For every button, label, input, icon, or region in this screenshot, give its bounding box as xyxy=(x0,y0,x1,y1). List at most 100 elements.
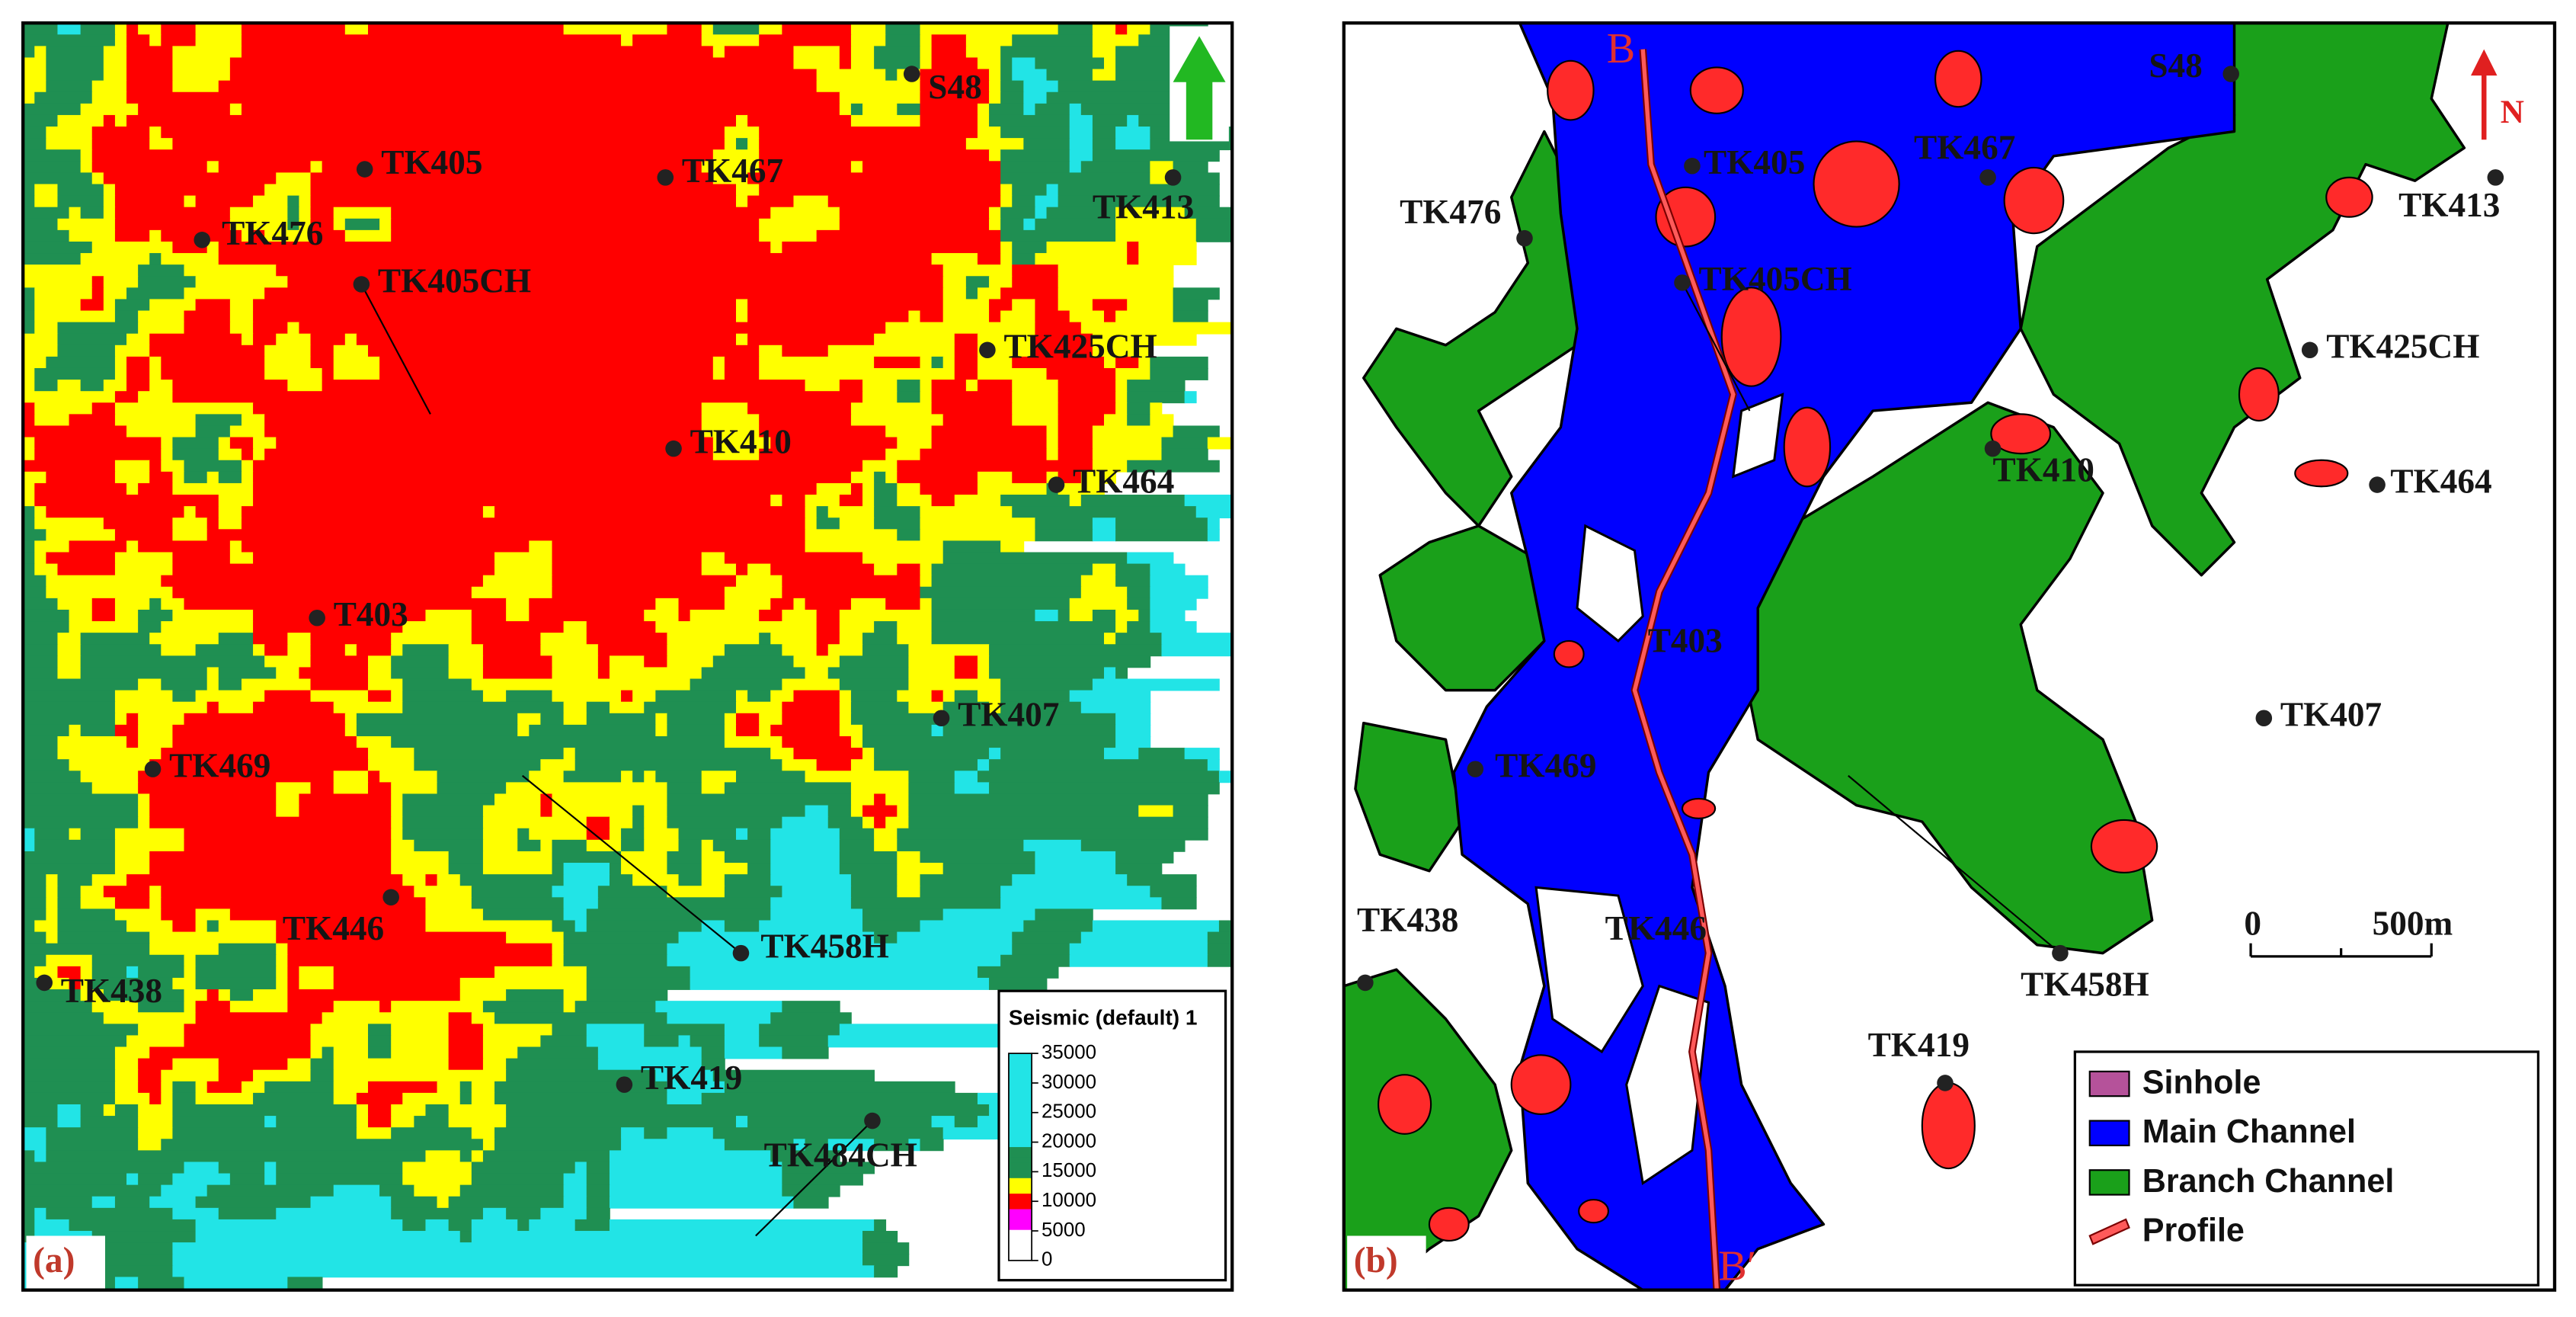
seismic-cell xyxy=(172,1104,357,1117)
seismic-cell xyxy=(989,759,1208,772)
seismic-cell xyxy=(161,367,266,380)
seismic-cell xyxy=(1115,46,1174,59)
branch-channel xyxy=(2019,21,2466,577)
seismic-cell xyxy=(1115,356,1140,369)
seismic-cell xyxy=(23,253,82,266)
seismic-cell xyxy=(425,609,472,622)
seismic-cell xyxy=(310,1196,392,1209)
seismic-cell xyxy=(1058,425,1093,438)
seismic-cell xyxy=(414,1184,461,1197)
seismic-cell xyxy=(23,897,47,910)
seismic-cell xyxy=(586,828,610,841)
seismic-cell xyxy=(172,448,219,461)
seismic-cell xyxy=(609,701,645,714)
seismic-cell xyxy=(34,448,162,461)
seismic-cell xyxy=(1035,529,1093,542)
well-label: TK419 xyxy=(641,1059,742,1097)
seismic-cell xyxy=(517,828,530,841)
well-dot xyxy=(1048,476,1065,493)
seismic-cell xyxy=(299,195,312,208)
seismic-cell xyxy=(644,1024,725,1037)
seismic-cell xyxy=(299,322,887,335)
seismic-cell xyxy=(1092,127,1116,139)
seismic-cell xyxy=(57,886,82,899)
seismic-cell xyxy=(206,471,219,484)
seismic-cell xyxy=(241,103,840,116)
seismic-cell xyxy=(667,23,702,36)
seismic-cell xyxy=(908,805,1140,818)
seismic-cell xyxy=(805,380,840,393)
seismic-cell xyxy=(299,805,392,818)
colorbar-segment xyxy=(1008,1152,1032,1158)
seismic-cell xyxy=(391,816,404,829)
seismic-cell xyxy=(690,966,978,979)
seismic-cell xyxy=(736,114,748,127)
seismic-cell xyxy=(264,184,312,197)
seismic-cell xyxy=(563,621,587,634)
seismic-cell xyxy=(218,678,242,691)
seismic-cell xyxy=(91,954,185,967)
seismic-cell xyxy=(34,563,59,576)
seismic-cell xyxy=(276,966,289,979)
seismic-cell xyxy=(1161,897,1197,910)
seismic-cell xyxy=(1012,414,1059,427)
seismic-cell xyxy=(793,57,840,70)
seismic-cell xyxy=(1000,886,1151,899)
seismic-cell xyxy=(621,690,634,703)
seismic-cell xyxy=(667,805,806,818)
seismic-cell xyxy=(172,57,231,70)
seismic-cell xyxy=(989,149,1002,162)
seismic-cell xyxy=(471,1231,863,1243)
seismic-cell xyxy=(1035,218,1116,231)
seismic-cell xyxy=(414,748,565,761)
seismic-cell xyxy=(80,1116,139,1129)
seismic-cell xyxy=(1000,46,1093,59)
seismic-cell xyxy=(1127,414,1151,427)
seismic-cell xyxy=(667,816,783,829)
seismic-cell xyxy=(91,138,151,151)
seismic-cell xyxy=(229,989,254,1002)
seismic-cell xyxy=(942,863,1036,875)
seismic-cell xyxy=(241,1081,266,1094)
seismic-cell xyxy=(724,920,760,933)
seismic-cell xyxy=(23,127,47,139)
seismic-cell xyxy=(529,828,587,841)
seismic-cell xyxy=(184,989,208,1002)
seismic-cell xyxy=(391,1196,438,1209)
seismic-cell xyxy=(805,805,829,818)
seismic-cell xyxy=(989,114,1070,127)
seismic-cell xyxy=(552,540,806,553)
seismic-cell xyxy=(1150,367,1208,380)
seismic-cell xyxy=(1092,529,1116,542)
seismic-cell xyxy=(770,598,795,610)
colorbar-segment xyxy=(1008,1239,1032,1246)
seismic-cell xyxy=(149,943,219,956)
seismic-cell xyxy=(931,402,1013,415)
seismic-cell xyxy=(586,989,668,1002)
seismic-cell xyxy=(172,977,197,990)
seismic-cell xyxy=(80,149,93,162)
seismic-cell xyxy=(218,633,254,646)
seismic-cell xyxy=(1012,195,1036,208)
seismic-cell xyxy=(609,1219,875,1232)
seismic-cell xyxy=(1058,23,1093,36)
seismic-cell xyxy=(402,805,484,818)
seismic-cell xyxy=(759,448,887,461)
well-label: TK469 xyxy=(169,747,270,785)
seismic-cell xyxy=(920,69,990,82)
seismic-cell xyxy=(701,920,725,933)
seismic-cell xyxy=(862,380,898,393)
seismic-cell xyxy=(724,735,783,748)
seismic-cell xyxy=(712,655,795,668)
seismic-cell xyxy=(23,966,36,979)
seismic-cell xyxy=(1080,701,1151,714)
seismic-cell xyxy=(310,1046,323,1059)
seismic-cell xyxy=(1012,391,1059,404)
seismic-cell xyxy=(482,1024,553,1037)
seismic-cell xyxy=(114,897,151,910)
seismic-cell xyxy=(563,943,668,956)
seismic-cell xyxy=(897,621,933,634)
seismic-cell xyxy=(184,1162,219,1174)
seismic-cell xyxy=(989,218,1002,231)
seismic-cell xyxy=(471,678,691,691)
